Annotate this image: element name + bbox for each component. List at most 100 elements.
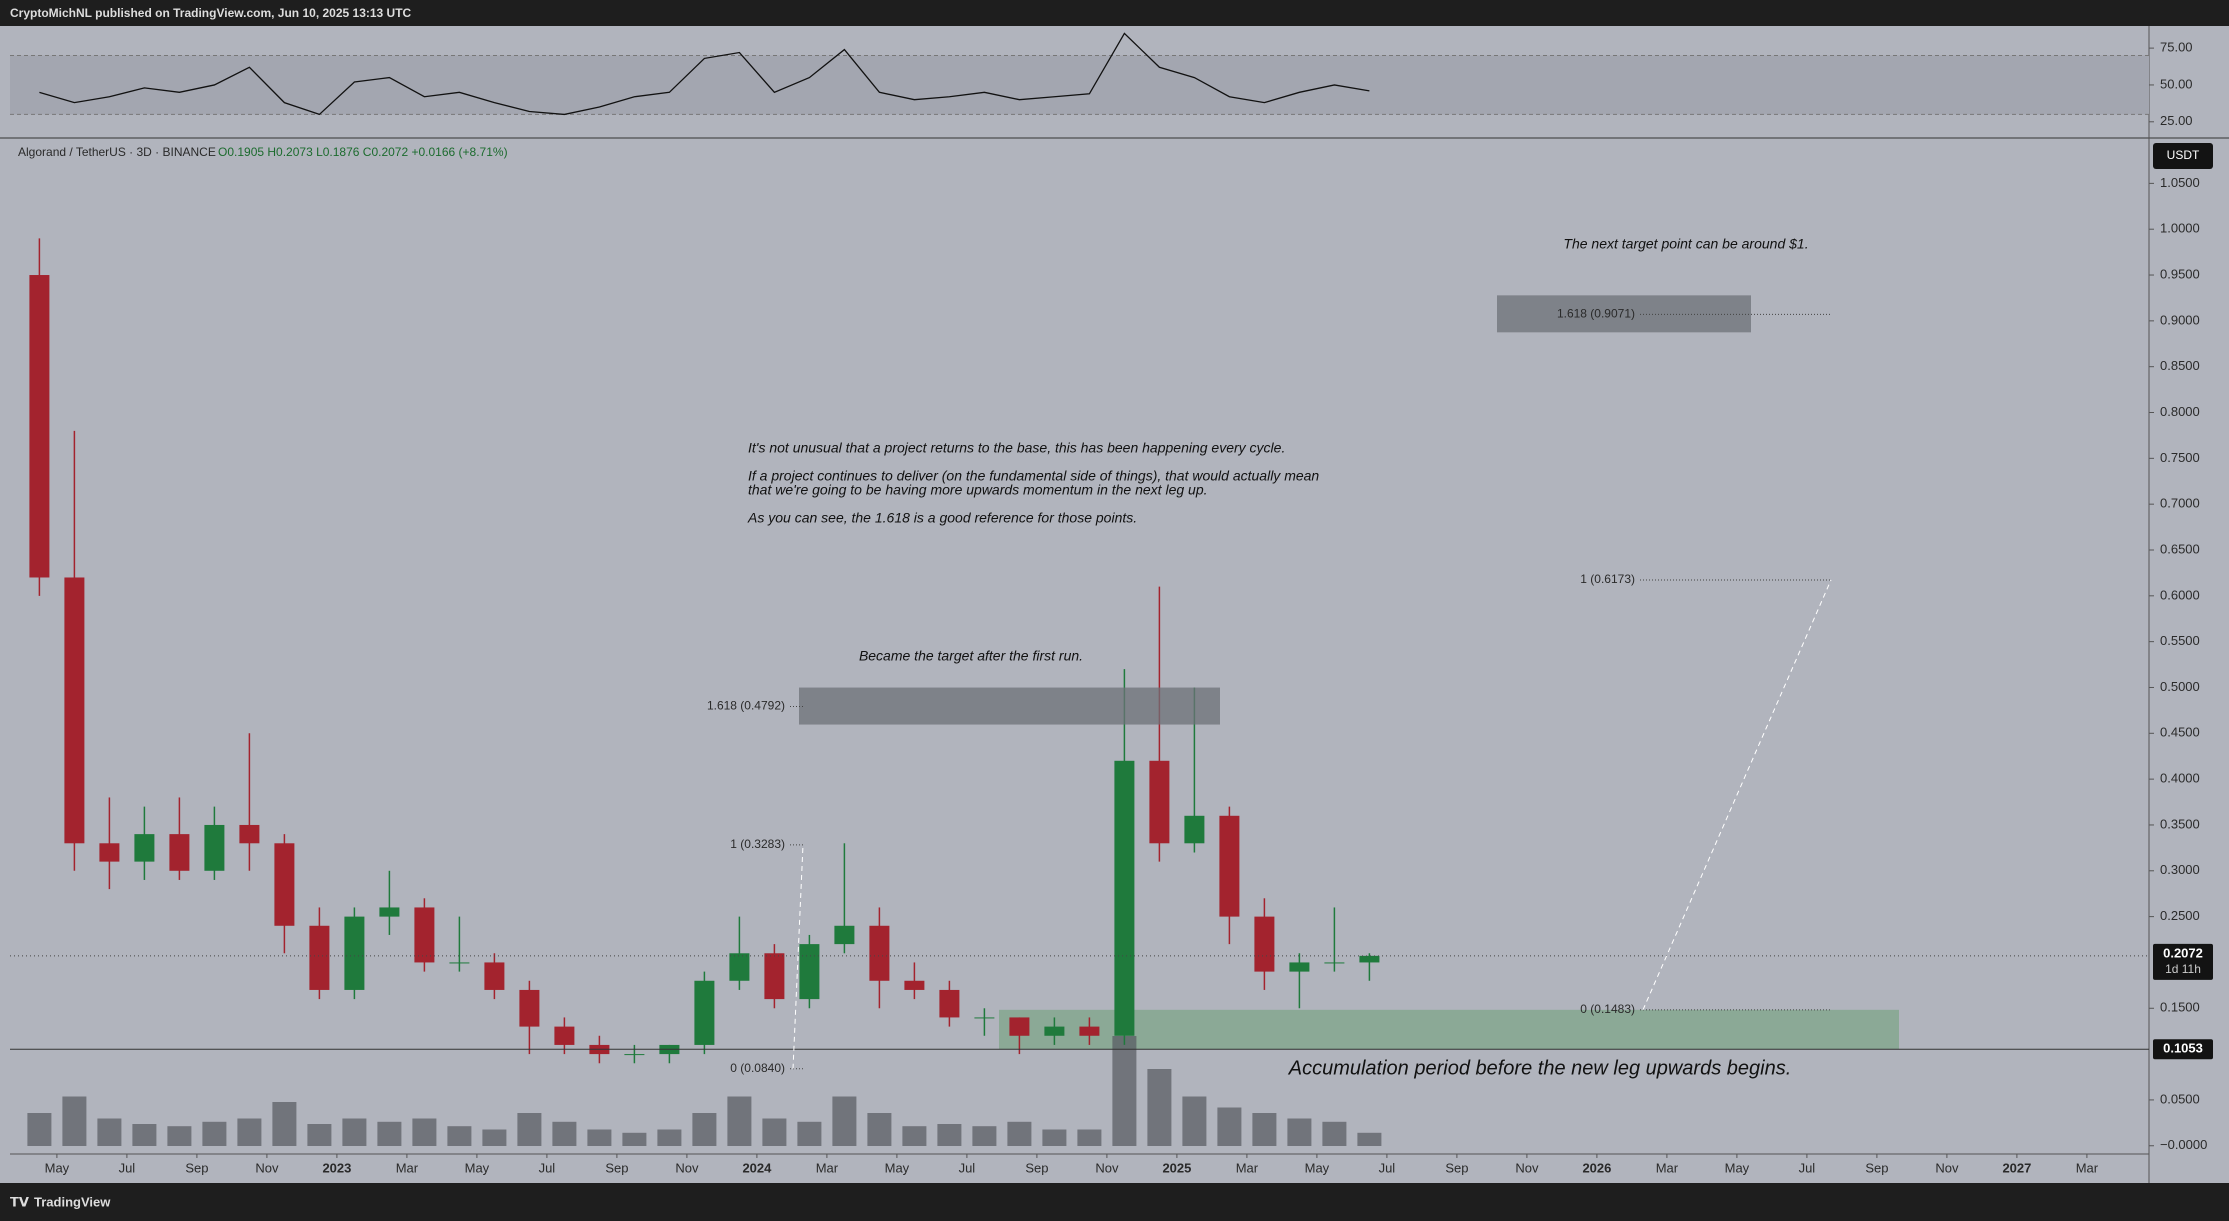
y-tick-label: 0.9500 xyxy=(2160,266,2200,281)
candle-body xyxy=(694,980,715,1045)
brand: TradingView xyxy=(34,1194,111,1209)
volume-bar xyxy=(342,1118,367,1146)
candle-body xyxy=(729,953,750,981)
candle-body xyxy=(1009,1017,1030,1036)
ohlc: O0.1905 H0.2073 L0.1876 C0.2072 +0.0166 … xyxy=(218,145,508,159)
countdown: 1d 11h xyxy=(2165,962,2201,976)
annotation: that we're going to be having more upwar… xyxy=(748,482,1208,498)
y-tick-label: 0.4000 xyxy=(2160,771,2200,786)
annotation: The next target point can be around $1. xyxy=(1563,236,1808,252)
annotation: It's not unusual that a project returns … xyxy=(748,440,1285,456)
candle-body xyxy=(974,1017,995,1019)
publisher: CryptoMichNL published on TradingView.co… xyxy=(10,6,412,20)
fib-label: 1 (0.6173) xyxy=(1580,572,1635,586)
x-tick-label: Mar xyxy=(1236,1160,1259,1175)
candle-body xyxy=(904,980,925,990)
y-tick-label: 0.1500 xyxy=(2160,1000,2200,1015)
annotation: If a project continues to deliver (on th… xyxy=(748,468,1319,484)
x-tick-label: Nov xyxy=(255,1160,279,1175)
volume-bar xyxy=(237,1118,262,1146)
volume-bar xyxy=(552,1121,577,1146)
x-tick-label: Nov xyxy=(675,1160,699,1175)
volume-bar xyxy=(412,1118,437,1146)
support-box xyxy=(2153,1039,2213,1060)
candle-body xyxy=(1219,815,1240,917)
x-tick-label: 2025 xyxy=(1162,1160,1191,1175)
x-tick-label: Mar xyxy=(816,1160,839,1175)
candle-body xyxy=(1079,1026,1100,1036)
candle-body xyxy=(1289,962,1310,972)
volume-bar xyxy=(762,1118,787,1146)
y-tick-label: 0.7500 xyxy=(2160,450,2200,465)
y-tick-label: 0.6000 xyxy=(2160,587,2200,602)
volume-bar xyxy=(1182,1096,1207,1146)
rsi-tick-label: 25.00 xyxy=(2160,113,2193,128)
currency: USDT xyxy=(2167,148,2200,162)
volume-bar xyxy=(587,1129,612,1146)
x-tick-label: Nov xyxy=(1935,1160,1959,1175)
brand-logo: 𝗧𝗩 xyxy=(10,1194,29,1209)
y-tick-label: 0.6500 xyxy=(2160,541,2200,556)
volume-bar xyxy=(1252,1113,1277,1146)
volume-bar xyxy=(307,1124,332,1146)
last-price: 0.2072 xyxy=(2163,945,2203,960)
candle-body xyxy=(1359,955,1380,963)
x-tick-label: Sep xyxy=(1865,1160,1888,1175)
candle-body xyxy=(939,989,960,1018)
rsi-band xyxy=(10,55,2149,115)
volume-bar xyxy=(517,1113,542,1146)
volume-bar xyxy=(1322,1121,1347,1146)
fib-label: 1 (0.3283) xyxy=(730,837,785,851)
candle-body xyxy=(239,824,260,844)
candle-body xyxy=(134,834,155,862)
x-tick-label: Jul xyxy=(119,1160,136,1175)
candle-body xyxy=(869,925,890,981)
x-tick-label: Mar xyxy=(2076,1160,2099,1175)
volume-bar xyxy=(132,1124,157,1146)
x-tick-label: Mar xyxy=(1656,1160,1679,1175)
volume-bar xyxy=(1007,1121,1032,1146)
y-tick-label: 1.0000 xyxy=(2160,221,2200,236)
y-tick-label: 0.3000 xyxy=(2160,862,2200,877)
x-tick-label: Jul xyxy=(1799,1160,1816,1175)
x-tick-label: Jul xyxy=(1379,1160,1396,1175)
candle-body xyxy=(484,962,505,990)
volume-bar xyxy=(657,1129,682,1146)
y-tick-label: 0.5500 xyxy=(2160,633,2200,648)
volume-bar xyxy=(97,1118,122,1146)
y-tick-label: 0.7000 xyxy=(2160,496,2200,511)
x-tick-label: Sep xyxy=(605,1160,628,1175)
volume-bar xyxy=(972,1126,997,1146)
rsi-tick-label: 50.00 xyxy=(2160,76,2193,91)
fib-target-box xyxy=(1497,295,1751,333)
volume-bar xyxy=(202,1121,227,1146)
volume-bar xyxy=(797,1121,822,1146)
x-tick-label: May xyxy=(1305,1160,1330,1175)
volume-bar xyxy=(62,1096,87,1146)
y-tick-label: 0.0500 xyxy=(2160,1091,2200,1106)
fib-swing xyxy=(792,844,804,1069)
candle-body xyxy=(1254,916,1275,972)
volume-bar xyxy=(272,1102,297,1146)
candle-body xyxy=(379,907,400,917)
x-tick-label: Jul xyxy=(539,1160,556,1175)
candle-body xyxy=(1044,1026,1065,1036)
volume-bar xyxy=(622,1132,647,1146)
bottom-bar xyxy=(0,1183,2229,1221)
fib-label: 1.618 (0.9071) xyxy=(1557,307,1635,321)
x-tick-label: 2027 xyxy=(2002,1160,2031,1175)
candle-body xyxy=(764,953,785,1000)
rsi-tick-label: 75.00 xyxy=(2160,40,2193,55)
top-bar xyxy=(0,0,2229,26)
volume-bar xyxy=(27,1113,52,1146)
volume-bar xyxy=(692,1113,717,1146)
volume-bar xyxy=(1287,1118,1312,1146)
volume-bar xyxy=(1147,1069,1172,1146)
x-tick-label: May xyxy=(1725,1160,1750,1175)
candle-body xyxy=(834,925,855,945)
annotation: Accumulation period before the new leg u… xyxy=(1288,1057,1792,1079)
y-tick-label: −0.0000 xyxy=(2160,1137,2207,1152)
volume-bar xyxy=(1217,1107,1242,1146)
